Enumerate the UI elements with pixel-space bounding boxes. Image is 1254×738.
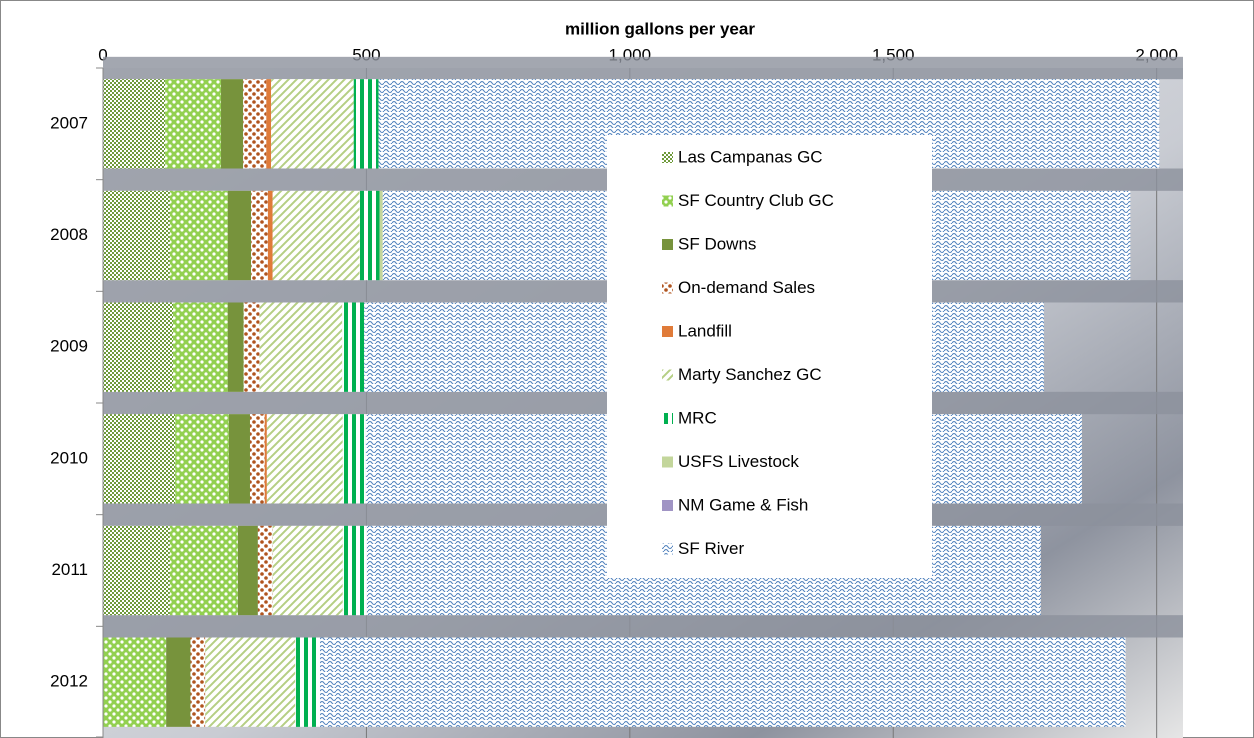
- bar-segment: [320, 637, 1126, 727]
- bar-segment: [379, 190, 383, 281]
- legend-swatch: [662, 369, 673, 381]
- bar-segment: [259, 302, 343, 392]
- bar-segment: [266, 414, 343, 504]
- bar-segment: [249, 414, 265, 504]
- bar-segment: [271, 79, 354, 169]
- legend-label: SF River: [678, 539, 744, 558]
- legend-label: Las Campanas GC: [678, 147, 823, 166]
- chart-title: million gallons per year: [565, 19, 755, 38]
- bar-segment: [103, 79, 166, 169]
- bar-segment: [103, 302, 174, 392]
- legend-swatch: [662, 282, 673, 294]
- bar-segment: [103, 190, 170, 281]
- legend-swatch: [662, 152, 673, 163]
- y-tick-label: 2010: [50, 448, 88, 467]
- bar-segment: [103, 414, 176, 504]
- legend-swatch: [662, 413, 673, 424]
- bar-segment: [221, 79, 244, 169]
- bar-segment: [227, 190, 252, 281]
- bar-segment: [264, 414, 267, 504]
- y-tick-label: 2011: [51, 560, 88, 579]
- y-tick-label: 2008: [50, 225, 88, 244]
- bar-segment: [342, 302, 365, 392]
- legend-swatch: [662, 239, 673, 250]
- legend-swatch: [662, 543, 673, 555]
- bar-segment: [165, 79, 222, 169]
- bar-segment: [166, 637, 191, 727]
- bar-segment: [169, 190, 228, 281]
- legend-swatch: [662, 500, 673, 511]
- bar-segment: [243, 79, 267, 169]
- bar-segment: [169, 525, 238, 616]
- y-tick-label: 2007: [50, 113, 88, 132]
- bar-segment: [103, 525, 170, 616]
- bar-segment: [243, 302, 260, 392]
- legend-label: USFS Livestock: [678, 452, 799, 471]
- bar-segment: [237, 525, 258, 616]
- legend-label: SF Downs: [678, 234, 756, 253]
- legend-label: Marty Sanchez GC: [678, 365, 822, 384]
- bar-segment: [267, 190, 273, 281]
- bar-segment: [251, 190, 268, 281]
- bar-segment: [103, 637, 167, 727]
- legend-label: SF Country Club GC: [678, 191, 834, 210]
- bar-segment: [342, 414, 366, 504]
- legend: [607, 135, 932, 578]
- legend-swatch: [662, 326, 673, 337]
- bar-segment: [173, 302, 228, 392]
- y-tick-label: 2009: [50, 337, 88, 356]
- legend-label: Landfill: [678, 321, 732, 340]
- bar-segment: [175, 414, 229, 504]
- bar-segment: [272, 525, 343, 616]
- legend-swatch: [662, 456, 673, 468]
- bar-segment: [359, 190, 380, 281]
- bar-segment: [257, 525, 273, 616]
- legend-label: On-demand Sales: [678, 278, 815, 297]
- bar-segment: [272, 190, 360, 281]
- y-tick-label: 2012: [50, 672, 88, 691]
- bar-segment: [190, 637, 206, 727]
- bar-segment: [205, 637, 296, 727]
- legend-label: MRC: [678, 408, 717, 427]
- bar-segment: [353, 79, 379, 169]
- bar-segment: [227, 302, 244, 392]
- x-tick-label: 0: [98, 45, 107, 64]
- bar-segment: [228, 414, 250, 504]
- bar-segment: [342, 525, 367, 616]
- category-gap: [103, 615, 1183, 638]
- bar-segment: [266, 79, 272, 169]
- legend-swatch: [662, 195, 673, 207]
- bar-segment: [295, 637, 321, 727]
- legend-label: NM Game & Fish: [678, 495, 808, 514]
- category-gap: [103, 56, 1183, 80]
